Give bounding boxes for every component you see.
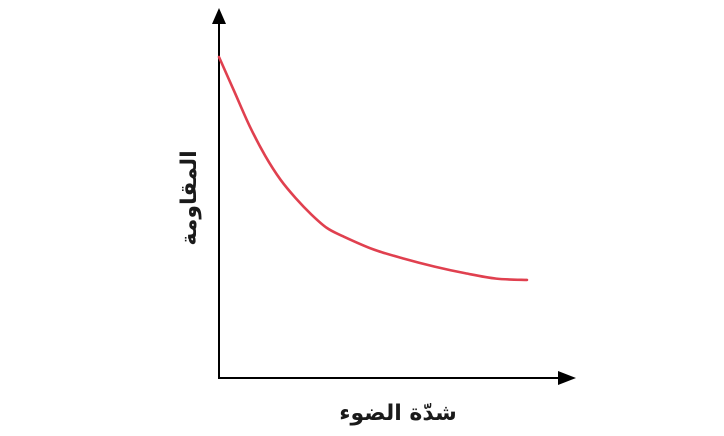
x-axis-arrow [558,371,576,385]
x-axis-title: شدّة الضوء [339,401,457,426]
series-line-resistance [217,55,529,282]
y-axis-title: المقاومة [177,150,202,245]
y-axis-arrow [212,8,226,24]
